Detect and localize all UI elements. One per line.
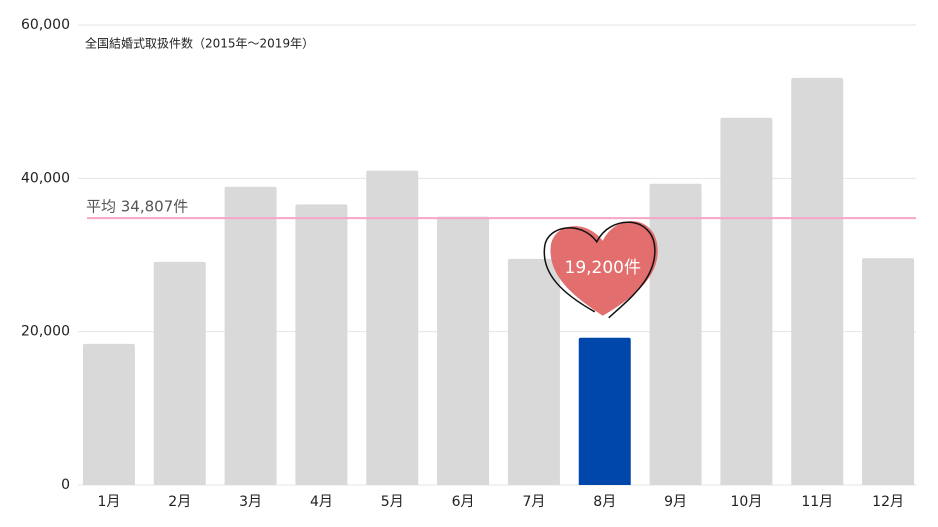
x-tick-label: 6月	[452, 494, 475, 510]
x-tick-label: 7月	[522, 494, 545, 510]
bar	[649, 183, 702, 485]
x-tick-label: 8月	[593, 494, 616, 510]
x-tick-label: 12月	[872, 494, 904, 510]
y-tick-label: 60,000	[21, 17, 70, 33]
x-tick-label: 5月	[381, 494, 404, 510]
y-tick-label: 40,000	[21, 170, 70, 186]
x-tick-label: 2月	[168, 494, 191, 510]
bar	[507, 258, 560, 485]
value-label: 19,200件	[565, 258, 641, 278]
y-tick-label: 0	[61, 477, 70, 493]
bar	[82, 343, 135, 485]
chart-title: 全国結婚式取扱件数（2015年〜2019年）	[85, 36, 314, 51]
bar	[153, 261, 206, 485]
grid	[78, 24, 916, 486]
x-tick-label: 4月	[310, 494, 333, 510]
bar	[366, 170, 419, 485]
bar	[295, 204, 348, 485]
heart-callout: 19,200件	[543, 221, 658, 319]
y-tick-label: 20,000	[21, 324, 70, 340]
bar	[224, 186, 277, 485]
bar	[720, 117, 773, 486]
x-tick-label: 10月	[731, 494, 763, 510]
bars	[82, 77, 915, 486]
average-label: 平均 34,807件	[86, 198, 188, 216]
x-tick-label: 3月	[239, 494, 262, 510]
x-tick-label: 1月	[97, 494, 120, 510]
bar	[862, 258, 915, 485]
x-tick-label: 9月	[664, 494, 687, 510]
heart-outline	[543, 221, 656, 319]
bar	[578, 337, 631, 485]
x-tick-label: 11月	[801, 494, 833, 510]
bar	[791, 77, 844, 486]
heart	[550, 221, 658, 316]
bar	[437, 216, 490, 485]
